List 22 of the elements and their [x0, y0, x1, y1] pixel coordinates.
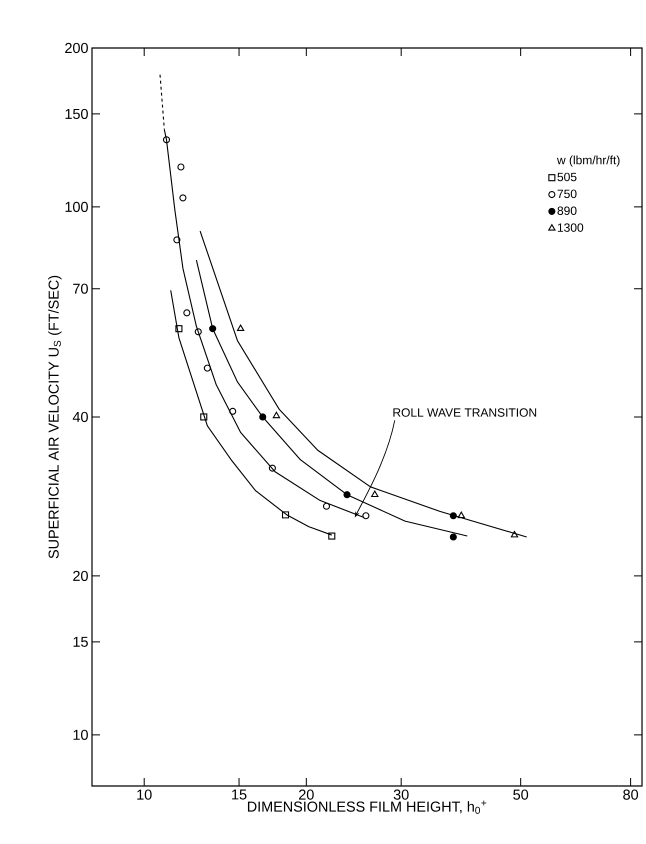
x-tick-label: 30: [394, 790, 409, 800]
x-tick-label: 15: [232, 790, 246, 800]
y-tick-label: 40: [72, 412, 88, 422]
x-axis-title: DIMENSIONLESS FILM HEIGHT, h$_{0}$+: [248, 800, 486, 814]
annotation: ROLL WAVE TRANSITION: [393, 408, 536, 417]
y-tick-label: 10: [74, 730, 88, 740]
legend-title: w (lbm/hr/ft): [556, 156, 620, 167]
legend-label: 505: [557, 172, 576, 182]
y-axis-title: SUPERFICIAL AIR VELOCITY U$_{S}$ (FT/SEC): [48, 276, 62, 558]
x-tick-label: 20: [299, 790, 314, 800]
legend-label: 750: [558, 190, 577, 198]
y-tick-label: 70: [73, 284, 88, 294]
legend-label: 890: [557, 206, 577, 215]
y-tick-label: 20: [73, 570, 88, 582]
x-tick-label: 50: [513, 790, 528, 800]
y-tick-label: 200: [65, 42, 88, 54]
y-tick-label: 100: [66, 202, 88, 212]
legend-label: 1300: [558, 223, 584, 232]
y-tick-label: 150: [66, 108, 88, 120]
y-tick-label: 15: [74, 636, 88, 647]
x-tick-label: 80: [623, 790, 638, 800]
x-tick-label: 10: [137, 790, 152, 800]
